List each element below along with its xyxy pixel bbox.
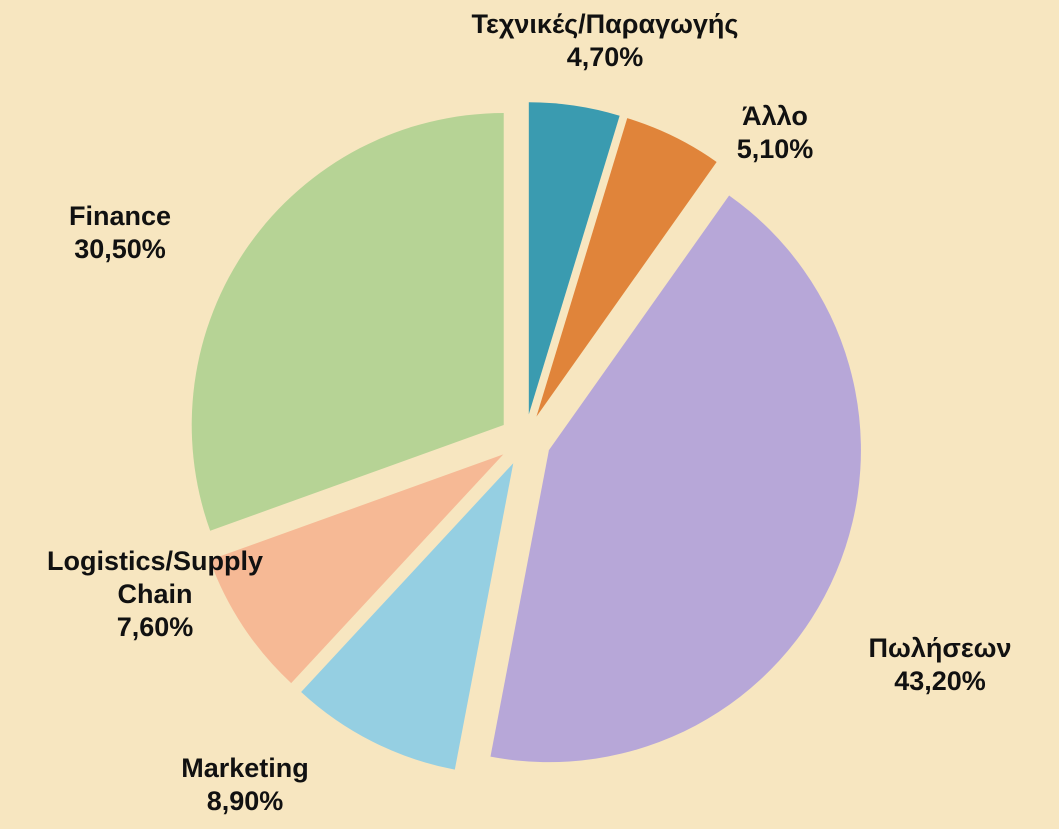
pie-slice — [490, 195, 861, 763]
slice-label: Logistics/Supply Chain 7,60% — [10, 545, 300, 644]
value-label: 30,50% — [74, 234, 166, 264]
value-label: 4,70% — [566, 42, 644, 72]
category-label: Marketing — [181, 753, 309, 783]
value-label: 43,20% — [894, 666, 986, 696]
category-label: Πωλήσεων — [868, 633, 1012, 663]
category-label: Finance — [68, 201, 172, 231]
pie-slice — [536, 118, 717, 417]
value-label: 5,10% — [736, 134, 814, 164]
category-label: Άλλο — [742, 101, 808, 131]
category-label: Logistics/Supply Chain — [46, 546, 264, 609]
slice-label: Marketing 8,90% — [85, 752, 405, 818]
slice-label: Άλλο 5,10% — [615, 100, 935, 166]
pie-slice — [209, 454, 504, 684]
pie-slice — [191, 113, 504, 531]
value-label: 7,60% — [116, 612, 194, 642]
category-label: Τεχνικές/Παραγωγής — [471, 9, 739, 39]
pie-slice — [301, 463, 514, 770]
slice-label: Finance 30,50% — [0, 200, 280, 266]
value-label: 8,90% — [206, 786, 284, 816]
pie-slice — [528, 102, 620, 415]
slice-label: Πωλήσεων 43,20% — [780, 632, 1059, 698]
slice-label: Τεχνικές/Παραγωγής 4,70% — [445, 8, 765, 74]
